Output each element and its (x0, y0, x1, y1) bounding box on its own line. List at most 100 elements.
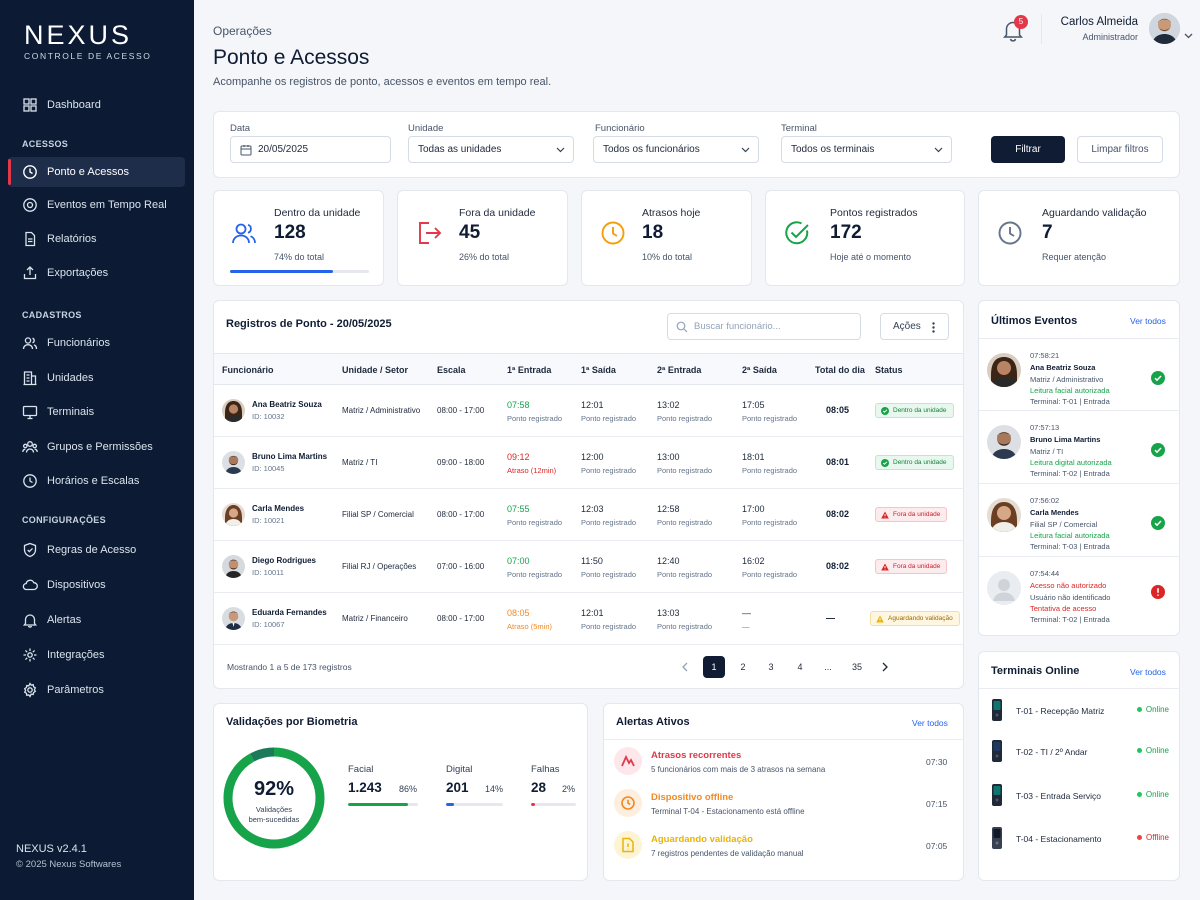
clear-filters-button[interactable]: Limpar filtros (1077, 136, 1163, 163)
col-header[interactable]: 2ª Saída (742, 365, 777, 375)
sidebar-item-eventos[interactable]: Eventos em Tempo Real (8, 190, 185, 220)
grid-icon (23, 98, 37, 112)
page-button-3[interactable]: 3 (768, 662, 774, 672)
terminal-name: T-02 - TI / 2º Andar (1016, 747, 1088, 757)
employee-id: ID: 10032 (252, 412, 285, 421)
employee-name[interactable]: Eduarda Fernandes (252, 608, 327, 617)
check-circle-icon (1151, 516, 1165, 530)
col-header[interactable]: 1ª Entrada (507, 365, 552, 375)
employee-avatar (222, 555, 245, 578)
exit2-time: 16:02 (742, 556, 765, 566)
divider (979, 688, 1179, 689)
sidebar-item-dashboard[interactable]: Dashboard (8, 90, 185, 120)
event-item[interactable]: 07:56:02 Carla Mendes Filial SP / Comerc… (979, 483, 1179, 555)
user-name[interactable]: Carlos Almeida (1060, 16, 1138, 28)
sidebar-item-grupos[interactable]: Grupos e Permissões (8, 432, 185, 462)
table-row[interactable]: Carla Mendes ID: 10021 Filial SP / Comer… (214, 489, 963, 541)
employee-name[interactable]: Diego Rodrigues (252, 556, 317, 565)
table-row[interactable]: Bruno Lima Martins ID: 10045 Matriz / TI… (214, 437, 963, 489)
exit2-time: 18:01 (742, 452, 765, 462)
table-row[interactable]: Eduarda Fernandes ID: 10067 Matriz / Fin… (214, 593, 963, 645)
sidebar-item-funcionarios[interactable]: Funcionários (8, 328, 185, 358)
biometrics-donut (223, 747, 325, 849)
filter-button[interactable]: Filtrar (991, 136, 1065, 163)
calendar-icon (240, 145, 252, 156)
employee-select[interactable]: Todos os funcionários (593, 136, 759, 163)
chevron-left-icon[interactable] (681, 662, 689, 672)
sidebar-item-exportacoes[interactable]: Exportações (8, 258, 185, 288)
col-header[interactable]: 2ª Entrada (657, 365, 702, 375)
terminal-item[interactable]: T-03 - Entrada Serviço Online (979, 774, 1179, 817)
chevron-down-icon[interactable] (1184, 33, 1193, 39)
col-header[interactable]: 1ª Saída (581, 365, 616, 375)
col-header[interactable]: Status (875, 365, 903, 375)
entry1-note: Ponto registrado (507, 414, 563, 423)
alert-title[interactable]: Aguardando validação (651, 834, 753, 845)
status-text: Online (1145, 790, 1169, 799)
employee-select-value: Todos os funcionários (603, 144, 700, 155)
table-title: Registros de Ponto - 20/05/2025 (226, 318, 392, 330)
sidebar-item-integracoes[interactable]: Integrações (8, 640, 185, 670)
entry2-note: Ponto registrado (657, 466, 713, 475)
terminal-item[interactable]: T-02 - TI / 2º Andar Online (979, 730, 1179, 773)
col-header[interactable]: Unidade / Setor (342, 365, 409, 375)
entry2-time: 13:00 (657, 452, 680, 462)
employee-name[interactable]: Ana Beatriz Souza (252, 400, 322, 409)
col-header[interactable]: Escala (437, 365, 466, 375)
exit1-time: 12:01 (581, 400, 604, 410)
terminal-device-icon (992, 827, 1002, 849)
daily-total: 08:02 (826, 509, 850, 519)
sidebar-item-horarios[interactable]: Horários e Escalas (8, 466, 185, 496)
brand-name: NEXUS (24, 20, 133, 50)
stat-card-late: Atrasos hoje 18 10% do total (581, 190, 752, 286)
chevron-right-icon[interactable] (881, 662, 889, 672)
event-detail: Tentativa de acesso (1030, 604, 1097, 613)
event-person: Ana Beatriz Souza (1030, 363, 1096, 372)
col-header[interactable]: Funcionário (222, 365, 274, 375)
table-row[interactable]: Diego Rodrigues ID: 10011 Filial RJ / Op… (214, 541, 963, 593)
breadcrumb[interactable]: Operações (213, 24, 272, 38)
terminal-device-icon (992, 740, 1002, 762)
user-avatar[interactable] (1149, 13, 1180, 44)
stat-title: Atrasos hoje (642, 207, 701, 219)
page-button-4[interactable]: 4 (797, 662, 803, 672)
table-row[interactable]: Ana Beatriz Souza ID: 10032 Matriz / Adm… (214, 385, 963, 437)
page-button-35[interactable]: 35 (851, 662, 862, 672)
alert-icon-wrap (614, 789, 642, 817)
sidebar-item-terminais[interactable]: Terminais (8, 397, 185, 427)
employee-search-input[interactable]: Buscar funcionário... (667, 313, 861, 340)
terminals-view-all-link[interactable]: Ver todos (1130, 667, 1166, 677)
page-button-1[interactable]: 1 (703, 656, 725, 678)
sidebar-item-ponto-acessos[interactable]: Ponto e Acessos (8, 157, 185, 187)
clock-icon (23, 165, 37, 179)
unit-select[interactable]: Todas as unidades (408, 136, 574, 163)
sidebar-item-regras[interactable]: Regras de Acesso (8, 535, 185, 565)
alert-title[interactable]: Atrasos recorrentes (651, 750, 742, 761)
terminal-item[interactable]: T-04 - Estacionamento Offline (979, 817, 1179, 860)
col-header[interactable]: Total do dia (815, 365, 865, 375)
alert-description: 5 funcionários com mais de 3 atrasos na … (651, 765, 826, 774)
alert-title[interactable]: Dispositivo offline (651, 792, 734, 803)
exit2-note: — (742, 622, 750, 631)
sidebar-item-unidades[interactable]: Unidades (8, 363, 185, 393)
terminal-item[interactable]: T-01 - Recepção Matriz Online (979, 689, 1179, 732)
warning-icon (876, 615, 884, 622)
event-item[interactable]: 07:58:21 Ana Beatriz Souza Matriz / Admi… (979, 338, 1179, 410)
terminal-select[interactable]: Todos os terminais (781, 136, 952, 163)
copyright: © 2025 Nexus Softwares (16, 859, 122, 870)
sidebar-item-relatorios[interactable]: Relatórios (8, 224, 185, 254)
event-item[interactable]: 07:57:13 Bruno Lima Martins Matriz / TI … (979, 410, 1179, 482)
actions-button[interactable]: Ações (880, 313, 949, 340)
date-field[interactable]: 20/05/2025 (230, 136, 391, 163)
events-view-all-link[interactable]: Ver todos (1130, 316, 1166, 326)
employee-name[interactable]: Carla Mendes (252, 504, 305, 513)
page-button-2[interactable]: 2 (740, 662, 746, 672)
failures-label: Falhas (531, 764, 560, 775)
alerts-view-all-link[interactable]: Ver todos (912, 718, 948, 728)
clock-icon (998, 221, 1022, 245)
sidebar-item-dispositivos[interactable]: Dispositivos (8, 570, 185, 600)
sidebar-item-alertas[interactable]: Alertas (8, 605, 185, 635)
sidebar-item-parametros[interactable]: Parâmetros (8, 675, 185, 705)
employee-name[interactable]: Bruno Lima Martins (252, 452, 328, 461)
event-item[interactable]: 07:54:44 Acesso não autorizado Usuário n… (979, 556, 1179, 628)
